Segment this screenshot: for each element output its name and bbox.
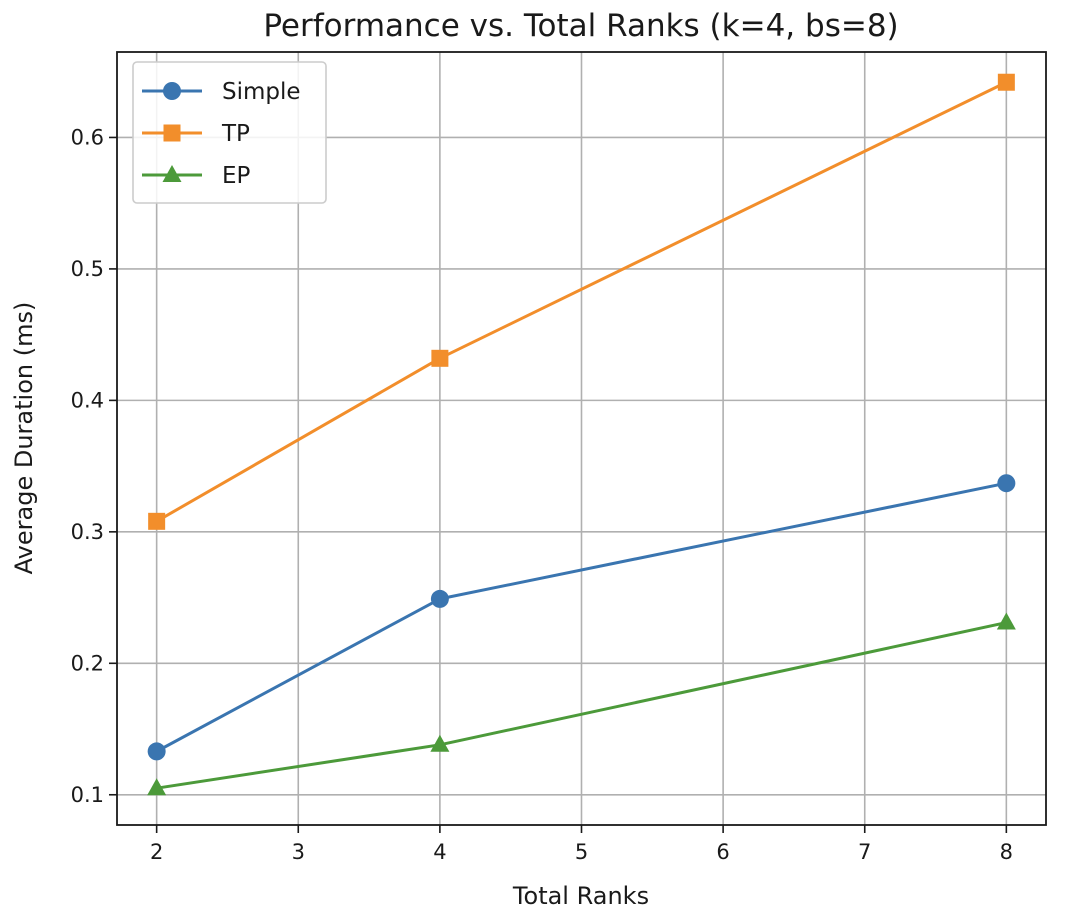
y-tick-label: 0.6 [71,125,104,149]
data-point-ep [996,612,1016,630]
data-point-simple [147,742,166,761]
legend-item-simple: Simple [142,79,301,105]
legend-label-ep: EP [222,163,251,189]
legend-marker-ep [162,165,182,182]
y-tick-label: 0.1 [71,783,104,807]
chart-title: Performance vs. Total Ranks (k=4, bs=8) [263,8,898,44]
y-tick-label: 0.5 [71,257,104,281]
series-ep [147,612,1016,796]
legend-label-tp: TP [221,121,250,147]
data-point-ep [430,734,450,752]
data-point-tp [997,73,1015,91]
x-tick-label: 5 [575,840,588,864]
legend-marker-tp [163,124,181,142]
data-point-simple [430,589,449,608]
y-tick-label: 0.2 [71,651,104,675]
x-tick-label: 4 [433,840,446,864]
legend: Simple TP EP [132,61,327,204]
data-point-simple [997,474,1016,493]
x-tick-label: 2 [150,840,163,864]
y-axis-label: Average Duration (ms) [10,302,38,575]
legend-box [132,61,327,204]
x-tick-label: 7 [858,840,871,864]
series-tp [148,73,1015,530]
legend-marker-simple [163,82,181,100]
data-point-tp [431,349,449,367]
x-tick-label: 6 [716,840,729,864]
x-tick-label: 3 [292,840,305,864]
legend-label-simple: Simple [222,79,301,105]
y-tick-label: 0.4 [71,388,104,412]
series-layer [147,73,1016,796]
plot-frame [116,51,1047,826]
x-axis-label: Total Ranks [512,882,649,910]
data-point-ep [147,778,167,796]
data-point-tp [148,512,166,530]
y-tick-label: 0.3 [71,520,104,544]
legend-item-tp: TP [142,121,250,147]
series-simple [147,474,1016,761]
x-tick-label: 8 [1000,840,1013,864]
axis-ticks: 2 3 4 5 6 7 8 0.1 0.2 0.3 0.4 0.5 0.6 [71,125,1013,864]
legend-item-ep: EP [142,163,251,189]
